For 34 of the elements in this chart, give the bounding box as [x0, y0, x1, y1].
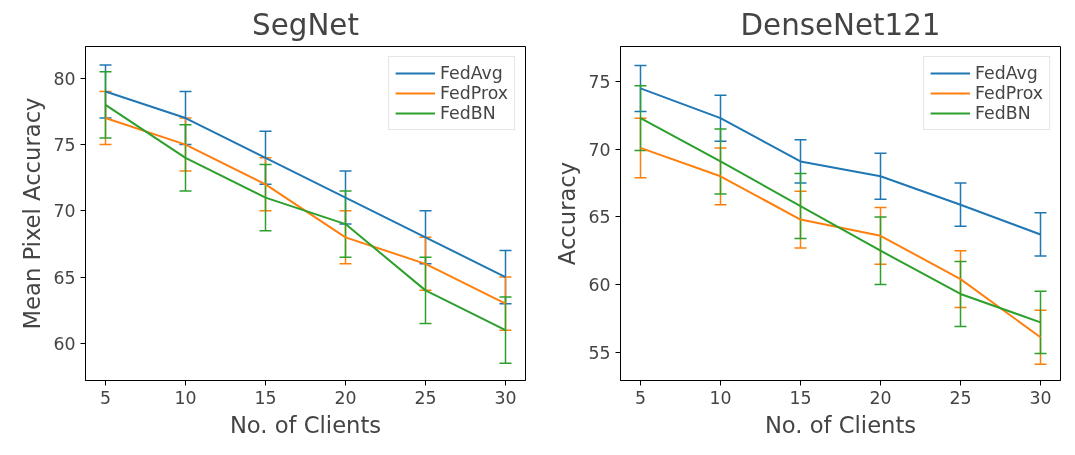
y-axis-title: Accuracy	[554, 161, 581, 266]
x-axis-title: No. of Clients	[764, 411, 917, 438]
x-tick-label: 30	[494, 387, 517, 408]
chart-title: DenseNet121	[740, 7, 941, 42]
x-axis-title: No. of Clients	[229, 411, 382, 438]
y-tick-label: 65	[588, 207, 611, 228]
x-tick-label: 25	[949, 387, 972, 408]
x-tick-label: 10	[174, 387, 197, 408]
x-tick-label: 20	[869, 387, 892, 408]
y-tick-label: 65	[53, 267, 76, 288]
x-tick-label: 5	[99, 387, 112, 408]
legend-label: FedAvg	[440, 63, 503, 83]
legend-label: FedProx	[975, 83, 1043, 103]
x-tick-label: 20	[334, 387, 357, 408]
x-tick-label: 15	[789, 387, 812, 408]
legend-label: FedAvg	[975, 63, 1038, 83]
y-tick-label: 60	[53, 333, 76, 354]
x-tick-label: 15	[254, 387, 277, 408]
y-axis-title: Mean Pixel Accuracy	[19, 97, 46, 330]
y-tick-label: 55	[588, 342, 611, 363]
legend-label: FedProx	[440, 83, 508, 103]
y-tick-label: 60	[588, 274, 611, 295]
y-tick-label: 75	[588, 72, 611, 93]
legend-label: FedBN	[975, 103, 1031, 123]
y-tick-label: 70	[588, 139, 611, 160]
x-tick-label: 30	[1029, 387, 1052, 408]
x-tick-label: 25	[414, 387, 437, 408]
legend-label: FedBN	[440, 103, 496, 123]
y-tick-label: 80	[53, 68, 76, 89]
y-tick-label: 75	[53, 135, 76, 156]
x-tick-label: 10	[709, 387, 732, 408]
y-tick-label: 70	[53, 201, 76, 222]
chart-title: SegNet	[252, 7, 359, 42]
x-tick-label: 5	[634, 387, 647, 408]
